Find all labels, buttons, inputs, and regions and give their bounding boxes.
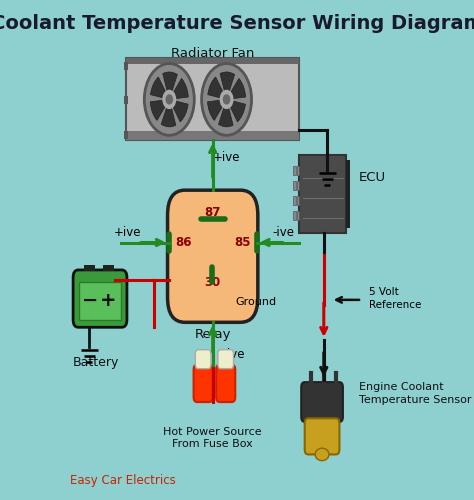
Ellipse shape <box>315 448 329 460</box>
Bar <box>293 211 296 220</box>
Wedge shape <box>220 72 235 100</box>
FancyBboxPatch shape <box>216 364 235 402</box>
Text: Reference: Reference <box>369 300 421 310</box>
FancyBboxPatch shape <box>300 156 346 232</box>
Text: −: − <box>82 292 98 310</box>
Wedge shape <box>163 72 177 100</box>
Circle shape <box>202 64 251 134</box>
Bar <box>346 160 350 228</box>
Text: +ive: +ive <box>213 152 240 164</box>
Bar <box>297 166 299 175</box>
Text: +ive: +ive <box>218 348 246 361</box>
FancyBboxPatch shape <box>193 364 213 402</box>
Text: Easy Car Electrics: Easy Car Electrics <box>70 474 176 487</box>
FancyBboxPatch shape <box>305 418 339 454</box>
Bar <box>297 211 299 220</box>
Text: Radiator Fan: Radiator Fan <box>171 46 255 60</box>
Text: From Fuse Box: From Fuse Box <box>173 440 253 450</box>
Bar <box>297 181 299 190</box>
Bar <box>293 196 296 205</box>
Text: Hot Power Source: Hot Power Source <box>164 427 262 437</box>
Text: 86: 86 <box>175 236 191 249</box>
Text: 85: 85 <box>234 236 250 249</box>
FancyBboxPatch shape <box>218 350 234 368</box>
Bar <box>103 265 114 271</box>
Bar <box>124 96 128 104</box>
Wedge shape <box>208 100 227 120</box>
Bar <box>126 132 300 140</box>
Text: 87: 87 <box>204 206 221 219</box>
Bar <box>293 181 296 190</box>
Bar <box>84 265 95 271</box>
FancyBboxPatch shape <box>167 190 258 322</box>
FancyBboxPatch shape <box>126 58 300 140</box>
Text: ECU: ECU <box>358 171 386 184</box>
Wedge shape <box>227 100 246 122</box>
Text: Coolant Temperature Sensor Wiring Diagram: Coolant Temperature Sensor Wiring Diagra… <box>0 14 474 32</box>
Wedge shape <box>169 78 188 100</box>
Wedge shape <box>150 77 169 100</box>
Wedge shape <box>208 77 227 100</box>
Text: 30: 30 <box>205 276 221 289</box>
FancyBboxPatch shape <box>73 270 127 328</box>
Circle shape <box>223 95 230 104</box>
Wedge shape <box>227 78 246 100</box>
Bar <box>126 58 300 64</box>
Bar <box>79 282 121 320</box>
Text: 5 Volt: 5 Volt <box>369 288 399 298</box>
Wedge shape <box>161 100 176 127</box>
Text: Battery: Battery <box>73 356 119 368</box>
Circle shape <box>163 90 175 108</box>
Wedge shape <box>219 100 233 127</box>
Wedge shape <box>169 100 188 122</box>
Circle shape <box>145 64 193 134</box>
Bar <box>297 196 299 205</box>
Text: Relay: Relay <box>194 328 231 342</box>
Bar <box>124 62 128 70</box>
Text: Temperature Sensor: Temperature Sensor <box>358 394 471 404</box>
Text: Ground: Ground <box>236 298 277 308</box>
Text: Engine Coolant: Engine Coolant <box>358 382 443 392</box>
FancyBboxPatch shape <box>195 350 211 368</box>
Text: -ive: -ive <box>273 226 295 239</box>
Wedge shape <box>150 100 169 120</box>
Bar <box>124 132 128 140</box>
Circle shape <box>220 90 233 108</box>
Circle shape <box>166 95 173 104</box>
Text: +: + <box>100 292 117 310</box>
Text: +ive: +ive <box>114 226 141 239</box>
FancyBboxPatch shape <box>301 382 343 422</box>
Bar <box>293 166 296 175</box>
